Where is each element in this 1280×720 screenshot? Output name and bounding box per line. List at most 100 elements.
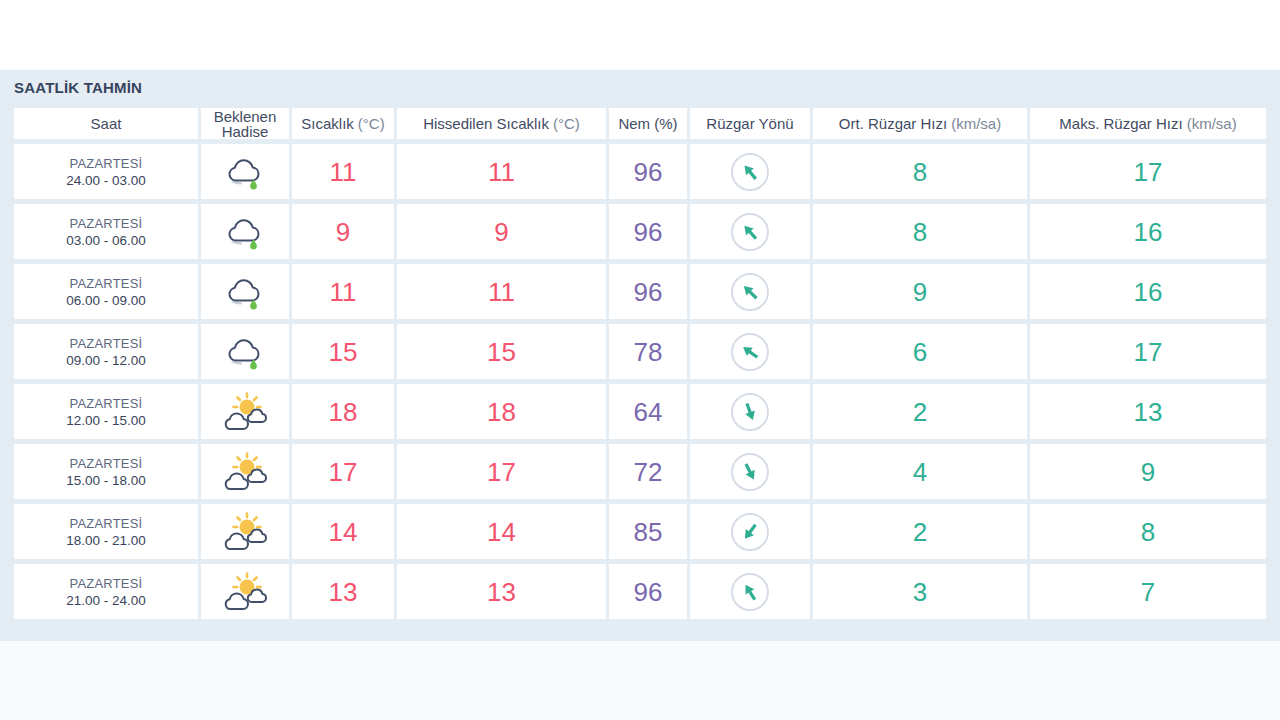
time-range-label: 03.00 - 06.00 (66, 232, 146, 249)
humidity-cell: 78 (609, 324, 687, 379)
humidity-cell: 96 (609, 204, 687, 259)
day-label: PAZARTESİ (70, 575, 143, 592)
avg-wind-cell: 9 (813, 264, 1027, 319)
avg-wind-cell: 2 (813, 504, 1027, 559)
wind-direction-arrow-icon (731, 153, 769, 191)
feels-like-cell: 15 (397, 324, 606, 379)
time-range-label: 09.00 - 12.00 (66, 352, 146, 369)
forecast-row: PAZARTESİ 03.00 - 06.00 (14, 204, 1266, 259)
feels-like-cell: 11 (397, 264, 606, 319)
condition-cell (201, 264, 289, 319)
feels-like-cell: 18 (397, 384, 606, 439)
column-header-nem: Nem (%) (609, 108, 687, 139)
temperature-cell: 11 (292, 264, 394, 319)
column-header-maks-ruzgar-hizi: Maks. Rüzgar Hızı(km/sa) (1030, 108, 1266, 139)
wind-direction-arrow-icon (731, 213, 769, 251)
condition-cell (201, 384, 289, 439)
wind-direction-arrow-icon (731, 273, 769, 311)
max-wind-cell: 17 (1030, 324, 1266, 379)
condition-cell (201, 504, 289, 559)
condition-cell (201, 204, 289, 259)
condition-cell (201, 444, 289, 499)
forecast-row: PAZARTESİ 15.00 - 18.00 (14, 444, 1266, 499)
wind-direction-cell (690, 144, 810, 199)
panel-title: SAATLİK TAHMİN (14, 79, 1266, 97)
max-wind-cell: 9 (1030, 444, 1266, 499)
feels-like-cell: 14 (397, 504, 606, 559)
column-header-ort-ruzgar-hizi: Ort. Rüzgar Hızı(km/sa) (813, 108, 1027, 139)
day-label: PAZARTESİ (70, 215, 143, 232)
time-range-label: 24.00 - 03.00 (66, 172, 146, 189)
humidity-cell: 64 (609, 384, 687, 439)
feels-like-cell: 11 (397, 144, 606, 199)
time-cell: PAZARTESİ 18.00 - 21.00 (14, 504, 198, 559)
max-wind-cell: 7 (1030, 564, 1266, 619)
page-bottom-whitespace (0, 641, 1280, 720)
wind-direction-arrow-icon (731, 333, 769, 371)
avg-wind-cell: 4 (813, 444, 1027, 499)
temperature-cell: 15 (292, 324, 394, 379)
wind-direction-cell (690, 204, 810, 259)
time-cell: PAZARTESİ 15.00 - 18.00 (14, 444, 198, 499)
feels-like-cell: 9 (397, 204, 606, 259)
hourly-forecast-panel: SAATLİK TAHMİN Saat Beklenen Hadise Sıca… (0, 70, 1280, 641)
wind-direction-arrow-icon (731, 393, 769, 431)
time-range-label: 06.00 - 09.00 (66, 292, 146, 309)
rain-cloud-icon (223, 272, 267, 312)
time-cell: PAZARTESİ 03.00 - 06.00 (14, 204, 198, 259)
forecast-row: PAZARTESİ 21.00 - 24.00 (14, 564, 1266, 619)
time-range-label: 21.00 - 24.00 (66, 592, 146, 609)
column-header-beklenen-hadise: Beklenen Hadise (201, 108, 289, 139)
max-wind-cell: 8 (1030, 504, 1266, 559)
forecast-row: PAZARTESİ 09.00 - 12.00 (14, 324, 1266, 379)
column-header-saat: Saat (14, 108, 198, 139)
time-cell: PAZARTESİ 09.00 - 12.00 (14, 324, 198, 379)
time-cell: PAZARTESİ 21.00 - 24.00 (14, 564, 198, 619)
page-top-whitespace (0, 0, 1280, 70)
wind-direction-cell (690, 444, 810, 499)
day-label: PAZARTESİ (70, 275, 143, 292)
forecast-row: PAZARTESİ 06.00 - 09.00 (14, 264, 1266, 319)
max-wind-cell: 16 (1030, 204, 1266, 259)
forecast-row: PAZARTESİ 24.00 - 03.00 (14, 144, 1266, 199)
wind-direction-cell (690, 504, 810, 559)
day-label: PAZARTESİ (70, 335, 143, 352)
wind-direction-arrow-icon (731, 573, 769, 611)
condition-cell (201, 144, 289, 199)
temperature-cell: 17 (292, 444, 394, 499)
sun-clouds-icon (221, 511, 269, 553)
forecast-table-body: PAZARTESİ 24.00 - 03.00 (14, 144, 1266, 619)
avg-wind-cell: 8 (813, 204, 1027, 259)
column-header-hissedilen-sicaklik: Hissedilen Sıcaklık(°C) (397, 108, 606, 139)
humidity-cell: 96 (609, 144, 687, 199)
temperature-cell: 18 (292, 384, 394, 439)
max-wind-cell: 16 (1030, 264, 1266, 319)
day-label: PAZARTESİ (70, 515, 143, 532)
feels-like-cell: 13 (397, 564, 606, 619)
forecast-row: PAZARTESİ 12.00 - 15.00 (14, 384, 1266, 439)
temperature-cell: 13 (292, 564, 394, 619)
column-header-sicaklik: Sıcaklık(°C) (292, 108, 394, 139)
temperature-cell: 14 (292, 504, 394, 559)
humidity-cell: 96 (609, 564, 687, 619)
humidity-cell: 96 (609, 264, 687, 319)
time-range-label: 18.00 - 21.00 (66, 532, 146, 549)
day-label: PAZARTESİ (70, 155, 143, 172)
sun-clouds-icon (221, 391, 269, 433)
max-wind-cell: 13 (1030, 384, 1266, 439)
sun-clouds-icon (221, 451, 269, 493)
avg-wind-cell: 3 (813, 564, 1027, 619)
forecast-row: PAZARTESİ 18.00 - 21.00 (14, 504, 1266, 559)
feels-like-cell: 17 (397, 444, 606, 499)
wind-direction-cell (690, 264, 810, 319)
humidity-cell: 85 (609, 504, 687, 559)
avg-wind-cell: 6 (813, 324, 1027, 379)
time-range-label: 12.00 - 15.00 (66, 412, 146, 429)
wind-direction-arrow-icon (731, 513, 769, 551)
wind-direction-cell (690, 384, 810, 439)
condition-cell (201, 324, 289, 379)
humidity-cell: 72 (609, 444, 687, 499)
wind-direction-arrow-icon (731, 453, 769, 491)
sun-clouds-icon (221, 571, 269, 613)
day-label: PAZARTESİ (70, 455, 143, 472)
